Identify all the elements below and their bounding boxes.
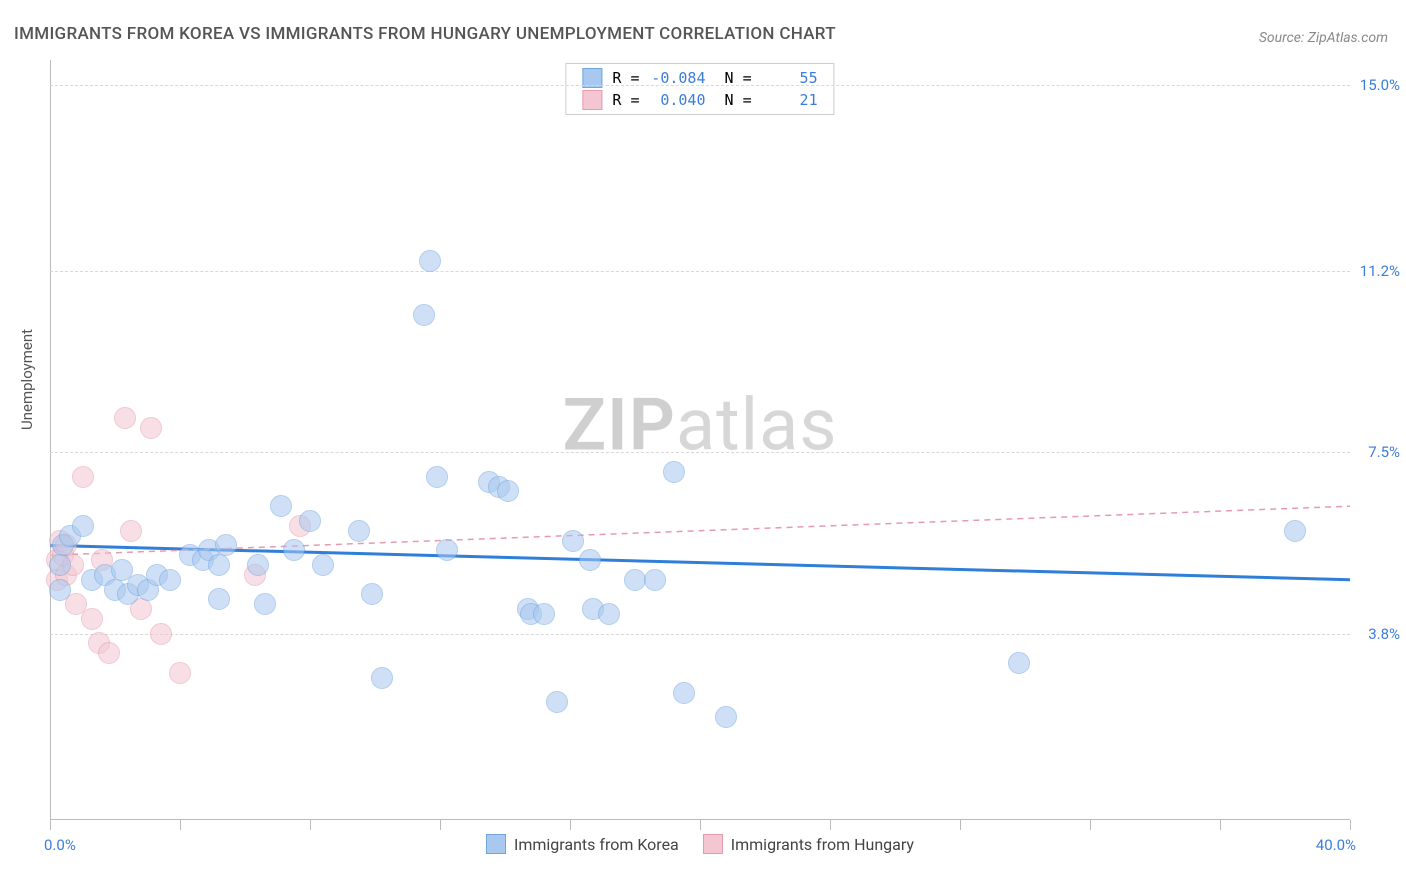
x-min-label: 0.0% <box>44 836 76 854</box>
x-tick <box>310 820 311 830</box>
scatter-point <box>348 520 370 542</box>
scatter-point <box>140 417 162 439</box>
legend-swatch-hungary <box>582 90 602 110</box>
legend-label: Immigrants from Korea <box>514 835 679 854</box>
scatter-point <box>371 667 393 689</box>
x-tick <box>50 820 51 830</box>
watermark-text: ZIPatlas <box>562 382 837 467</box>
scatter-point <box>546 691 568 713</box>
plot-area: ZIPatlas R = -0.084 N = 55 R = 0.040 N =… <box>50 60 1350 820</box>
scatter-point <box>159 569 181 591</box>
scatter-point <box>361 583 383 605</box>
legend-item: Immigrants from Hungary <box>703 834 914 854</box>
x-tick <box>960 820 961 830</box>
scatter-point <box>270 495 292 517</box>
scatter-point <box>598 603 620 625</box>
x-tick <box>1350 820 1351 830</box>
x-tick <box>180 820 181 830</box>
x-tick <box>1220 820 1221 830</box>
scatter-point <box>254 593 276 615</box>
scatter-point <box>299 510 321 532</box>
gridline <box>50 452 1350 453</box>
scatter-point <box>715 706 737 728</box>
scatter-point <box>673 682 695 704</box>
chart-container: IMMIGRANTS FROM KOREA VS IMMIGRANTS FROM… <box>0 0 1406 892</box>
scatter-point <box>1284 520 1306 542</box>
x-tick <box>440 820 441 830</box>
legend-swatch-korea <box>486 834 506 854</box>
watermark-light: atlas <box>676 382 838 467</box>
scatter-point <box>247 554 269 576</box>
scatter-point <box>208 588 230 610</box>
series-legend: Immigrants from Korea Immigrants from Hu… <box>486 834 914 854</box>
x-max-label: 40.0% <box>1316 836 1356 854</box>
gridline <box>50 85 1350 86</box>
y-tick-label: 3.8% <box>1350 625 1400 643</box>
x-tick <box>570 820 571 830</box>
scatter-point <box>1008 652 1030 674</box>
y-tick-label: 15.0% <box>1350 76 1400 94</box>
scatter-point <box>562 530 584 552</box>
trend-line <box>50 506 1350 555</box>
legend-r-label: R = <box>612 91 639 109</box>
scatter-point <box>150 623 172 645</box>
legend-row: R = 0.040 N = 21 <box>582 90 817 110</box>
legend-n-value: 21 <box>762 91 818 109</box>
y-axis-line <box>50 60 51 820</box>
scatter-point <box>497 480 519 502</box>
chart-title: IMMIGRANTS FROM KOREA VS IMMIGRANTS FROM… <box>14 24 836 44</box>
scatter-point <box>283 539 305 561</box>
gridline <box>50 271 1350 272</box>
scatter-point <box>169 662 191 684</box>
correlation-legend: R = -0.084 N = 55 R = 0.040 N = 21 <box>565 63 834 115</box>
scatter-point <box>72 466 94 488</box>
legend-r-value: 0.040 <box>649 91 705 109</box>
x-tick <box>830 820 831 830</box>
scatter-point <box>533 603 555 625</box>
scatter-point <box>72 515 94 537</box>
source-label: Source: ZipAtlas.com <box>1259 30 1388 46</box>
scatter-point <box>644 569 666 591</box>
y-axis-label: Unemployment <box>18 329 36 430</box>
legend-swatch-hungary <box>703 834 723 854</box>
scatter-point <box>413 304 435 326</box>
legend-n-label: N = <box>715 91 751 109</box>
scatter-point <box>215 534 237 556</box>
x-tick <box>1090 820 1091 830</box>
scatter-point <box>114 407 136 429</box>
scatter-point <box>426 466 448 488</box>
scatter-point <box>436 539 458 561</box>
scatter-point <box>98 642 120 664</box>
legend-item: Immigrants from Korea <box>486 834 679 854</box>
x-tick <box>700 820 701 830</box>
scatter-point <box>419 250 441 272</box>
scatter-point <box>208 554 230 576</box>
scatter-point <box>49 579 71 601</box>
scatter-point <box>81 608 103 630</box>
scatter-point <box>312 554 334 576</box>
scatter-point <box>120 520 142 542</box>
y-tick-label: 11.2% <box>1350 262 1400 280</box>
y-tick-label: 7.5% <box>1350 443 1400 461</box>
scatter-point <box>579 549 601 571</box>
watermark-bold: ZIP <box>562 382 675 467</box>
legend-label: Immigrants from Hungary <box>731 835 914 854</box>
gridline <box>50 634 1350 635</box>
scatter-point <box>663 461 685 483</box>
scatter-point <box>49 554 71 576</box>
